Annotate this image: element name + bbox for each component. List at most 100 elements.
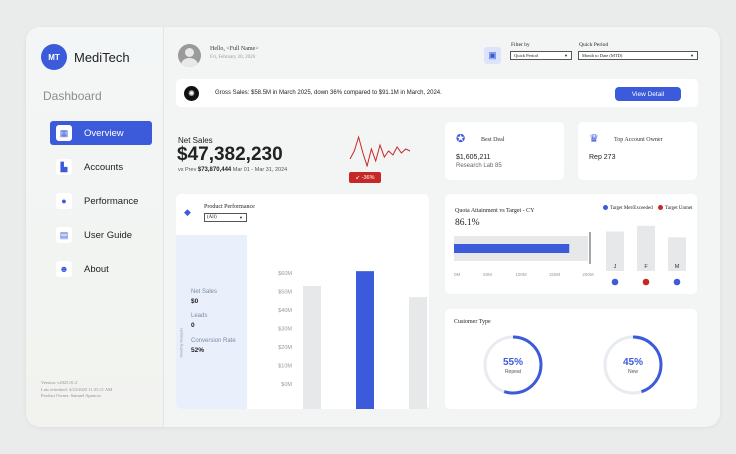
legend-met: Target Met/Exceeded (610, 206, 653, 211)
quota-value: 86.1% (455, 218, 480, 228)
refresh-line: Last refreshed: 4/23/2025 11:35:11 AM (41, 386, 113, 392)
bar[interactable] (303, 285, 321, 409)
quick-period-label: Quick Period (579, 42, 609, 48)
status-dot (673, 278, 681, 286)
sidebar: MT MediTech Dashboard ▦ Overview ▙ Accou… (26, 27, 164, 427)
status-dot (611, 278, 619, 286)
metric-label: Net Sales (191, 289, 218, 295)
insight-banner: ✺ Gross Sales: $58.5M in March 2025, dow… (176, 79, 698, 107)
quick-period-select[interactable]: Month to Date (MTD) ▼ (578, 51, 698, 60)
avatar[interactable] (178, 44, 201, 67)
metric-label: Conversion Rate (191, 338, 236, 344)
product-select[interactable]: (All) ▼ (204, 213, 247, 222)
x-tick-label: 200M (582, 272, 594, 277)
nav-item-overview[interactable]: ▦ Overview (50, 121, 152, 145)
medal-icon: ✪ (456, 133, 466, 145)
best-deal-card: ✪ Best Deal $1,605,211 Research Lab 85 (445, 122, 564, 180)
top-owner-value: Rep 273 (589, 154, 616, 161)
y-tick-label: $50M (278, 290, 292, 296)
metric-label: Leads (191, 313, 208, 319)
month-bar[interactable] (668, 237, 686, 271)
donut-arc (603, 335, 663, 395)
month-label: M (675, 264, 680, 270)
new-label: New (627, 369, 638, 375)
repeat-donut (483, 335, 543, 395)
x-tick-label: 100M (515, 272, 527, 277)
chevron-down-icon: ▼ (239, 215, 243, 220)
quick-period-value: Month to Date (MTD) (582, 53, 623, 58)
met-legend-dot (603, 205, 608, 211)
nav-item-performance[interactable]: ● Performance (50, 189, 152, 213)
filter-by-value: Quick Period (514, 53, 538, 58)
bar[interactable] (409, 297, 427, 409)
nav-label: Overview (84, 127, 124, 139)
prev-value: $73,870,444 (197, 167, 232, 173)
view-detail-button[interactable]: View Detail (615, 87, 681, 101)
greeting: Hello, <Full Name> (210, 46, 259, 52)
product-performance-card: Monthly Analysis Net Sales $0 Leads 0 Co… (176, 194, 429, 409)
brand: MT MediTech (41, 44, 130, 70)
month-label: J (614, 264, 617, 270)
product-select-value: (All) (207, 215, 217, 220)
donut-arc (483, 335, 543, 395)
month-bar[interactable] (606, 231, 624, 271)
nav-menu: ▦ Overview ▙ Accounts ● Performance ▤ Us… (50, 121, 152, 291)
calendar-icon[interactable]: ▣ (484, 47, 501, 64)
trophy-icon: ♛ (589, 133, 599, 145)
repeat-value: 55% (502, 357, 523, 368)
nav-item-accounts[interactable]: ▙ Accounts (50, 155, 152, 179)
top-owner-card: ♛ Top Account Owner Rep 273 (578, 122, 697, 180)
unmet-legend-dot (657, 205, 663, 211)
y-tick-label: $10M (278, 364, 292, 370)
customer-type-card: Customer Type 55% Repeat 45% New (445, 309, 697, 409)
period: Mar 01 - Mar 31, 2024 (232, 167, 288, 173)
net-sales-sparkline (349, 135, 411, 167)
best-deal-sub: Research Lab 85 (456, 163, 502, 169)
metric-value: $0 (191, 298, 199, 305)
metric-value: 52% (191, 347, 205, 354)
insight-icon: ✺ (184, 86, 199, 101)
best-deal-title: Best Deal (481, 137, 505, 143)
cube-icon: ◆ (184, 207, 191, 217)
customer-type-title: Customer Type (454, 319, 491, 325)
bar[interactable] (356, 271, 374, 409)
section-title: Dashboard (43, 89, 102, 103)
version-info: Version: v2025.01.2 Last refreshed: 4/23… (41, 380, 112, 400)
best-deal-value: $1,605,211 (456, 154, 491, 161)
y-tick-label: $20M (278, 345, 292, 351)
banner-text: Gross Sales: $58.5M in March 2025, down … (215, 90, 442, 96)
people-icon: ☻ (56, 261, 72, 277)
version-line: Version: v2025.01.2 (41, 380, 78, 385)
x-tick-label: 50M (483, 272, 492, 277)
month-bar[interactable] (637, 225, 655, 271)
filter-by-select[interactable]: Quick Period ▼ (510, 51, 572, 60)
nav-label: Performance (84, 195, 139, 207)
logo: MT (41, 44, 67, 70)
prev-label: vs Prev (178, 167, 197, 173)
quota-title: Quota Attainment vs Target - CY (455, 208, 535, 214)
y-tick-label: $0M (281, 382, 292, 388)
metrics-panel: Monthly Analysis Net Sales $0 Leads 0 Co… (176, 235, 247, 409)
current-date: Fri, February 20, 2026 (210, 55, 256, 60)
nav-label: User Guide (84, 229, 133, 241)
building-icon: ▙ (56, 159, 72, 175)
repeat-label: Repeat (504, 369, 522, 375)
sparkline-line (349, 135, 411, 167)
nav-label: About (84, 263, 109, 275)
quota-card: Quota Attainment vs Target - CY 86.1% Ta… (445, 194, 697, 294)
nav-item-user-guide[interactable]: ▤ User Guide (50, 223, 152, 247)
product-bar-chart: $0M$10M$20M$30M$40M$50M$60MJan '25Feb '2… (278, 271, 427, 409)
net-sales-value: $47,382,230 (177, 144, 283, 165)
y-tick-label: $30M (278, 327, 292, 333)
x-tick-label: 0M (454, 272, 461, 277)
delta-badge: ↙ -36% (349, 172, 381, 183)
book-icon: ▤ (56, 227, 72, 243)
filter-by-label: Filter by (511, 42, 530, 48)
legend-unmet: Target Unmet (664, 206, 693, 211)
net-sales-title: Net Sales (178, 136, 213, 145)
nav-item-about[interactable]: ☻ About (50, 257, 152, 281)
y-tick-label: $40M (278, 308, 292, 314)
app-frame: MT MediTech Dashboard ▦ Overview ▙ Accou… (26, 27, 720, 427)
metric-value: 0 (191, 322, 195, 329)
quota-attained-bar (454, 244, 570, 253)
